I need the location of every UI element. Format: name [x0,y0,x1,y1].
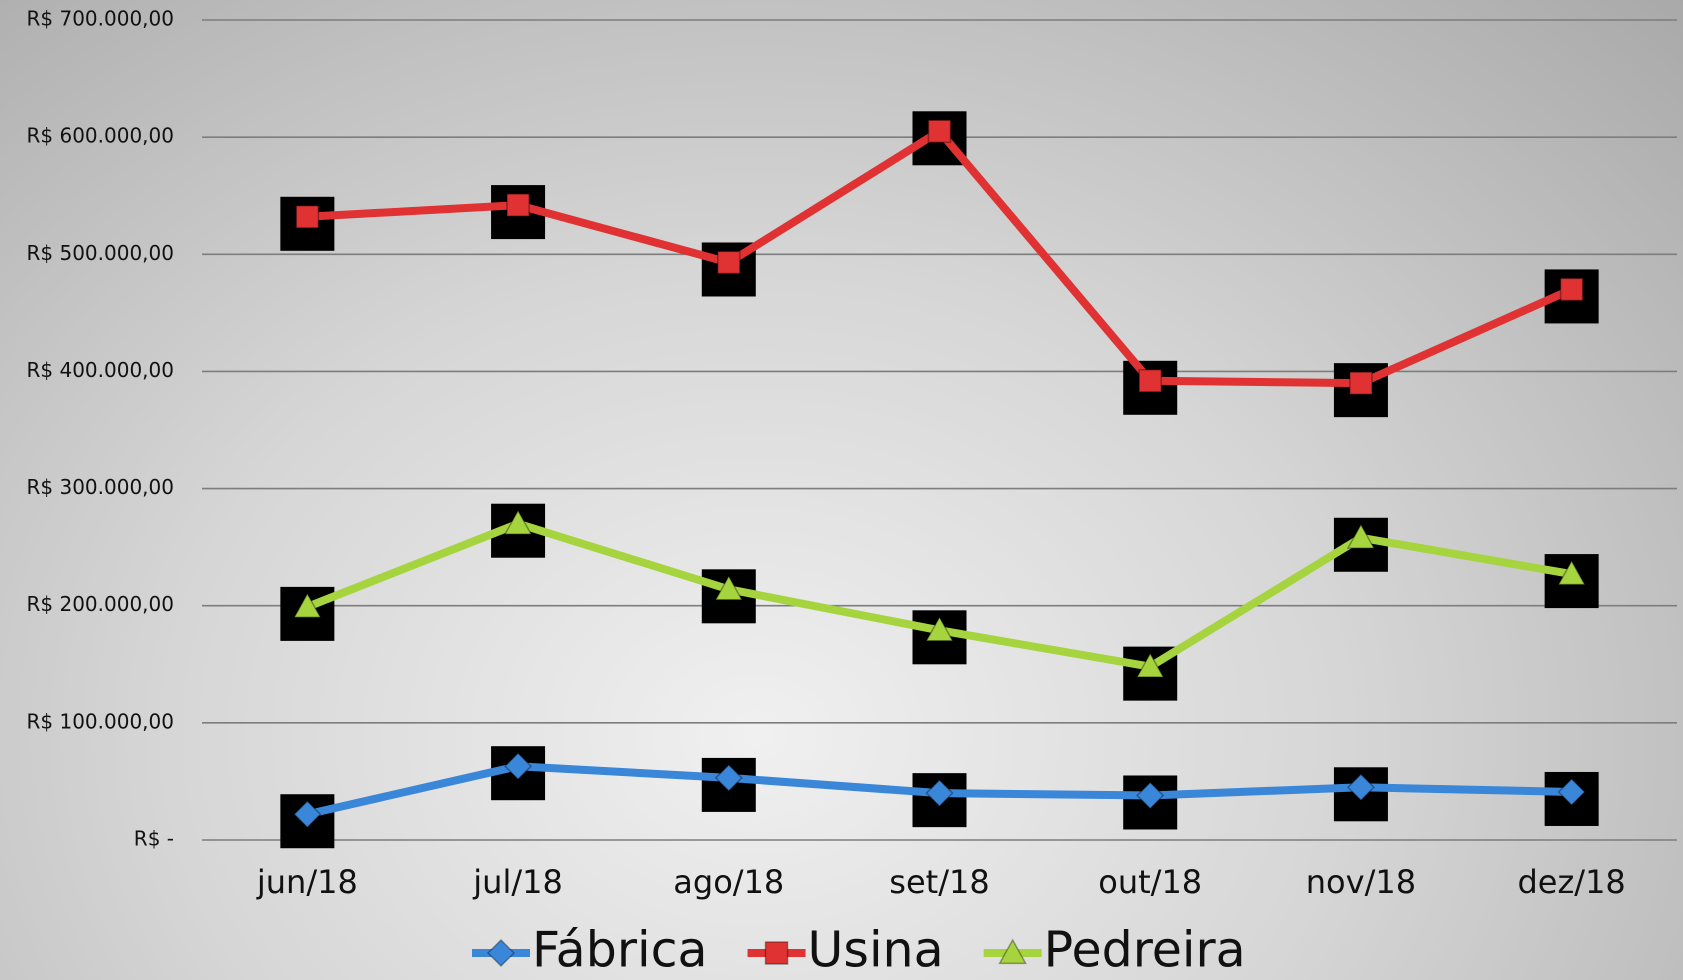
data-point [504,752,533,781]
data-point [714,574,744,601]
legend-marker [764,941,789,965]
data-point [1138,369,1163,393]
data-point [293,800,322,829]
x-tick-label: jul/18 [472,863,563,901]
data-point [714,763,743,792]
data-point [503,509,533,535]
data-point [1346,523,1376,549]
data-point [925,779,954,808]
data-point [1557,777,1586,807]
legend-label: Pedreira [1044,922,1246,979]
data-point [1346,773,1375,802]
x-tick-label: set/18 [889,863,989,901]
data-point [927,119,952,144]
data-point [1349,371,1373,395]
legend-marker [998,938,1027,965]
data-point [1557,559,1586,586]
x-tick-label: dez/18 [1517,863,1625,901]
data-point [716,250,741,275]
data-point [1136,781,1165,810]
y-tick-label: R$ 100.000,00 [27,709,175,733]
y-tick-label: R$ 500.000,00 [27,241,175,265]
y-tick-label: R$ 400.000,00 [27,358,175,382]
series-line [307,127,1574,388]
legend-marker [486,938,516,968]
x-tick-label: ago/18 [673,863,784,901]
data-point [1135,652,1165,678]
y-tick-label: R$ 200.000,00 [27,592,175,616]
data-point [506,193,530,217]
legend-label: Usina [808,922,944,979]
y-tick-label: R$ 300.000,00 [27,475,175,499]
data-point [1559,277,1584,302]
x-tick-label: nov/18 [1306,863,1416,901]
y-tick-label: R$ - [134,827,174,851]
x-tick-label: jun/18 [256,863,358,901]
data-point [293,592,322,619]
x-tick-label: out/18 [1098,863,1202,901]
data-point [925,615,954,642]
data-point [295,205,320,229]
y-tick-label: R$ 700.000,00 [27,7,175,31]
y-tick-label: R$ 600.000,00 [27,124,175,148]
legend-label: Fábrica [532,922,708,979]
